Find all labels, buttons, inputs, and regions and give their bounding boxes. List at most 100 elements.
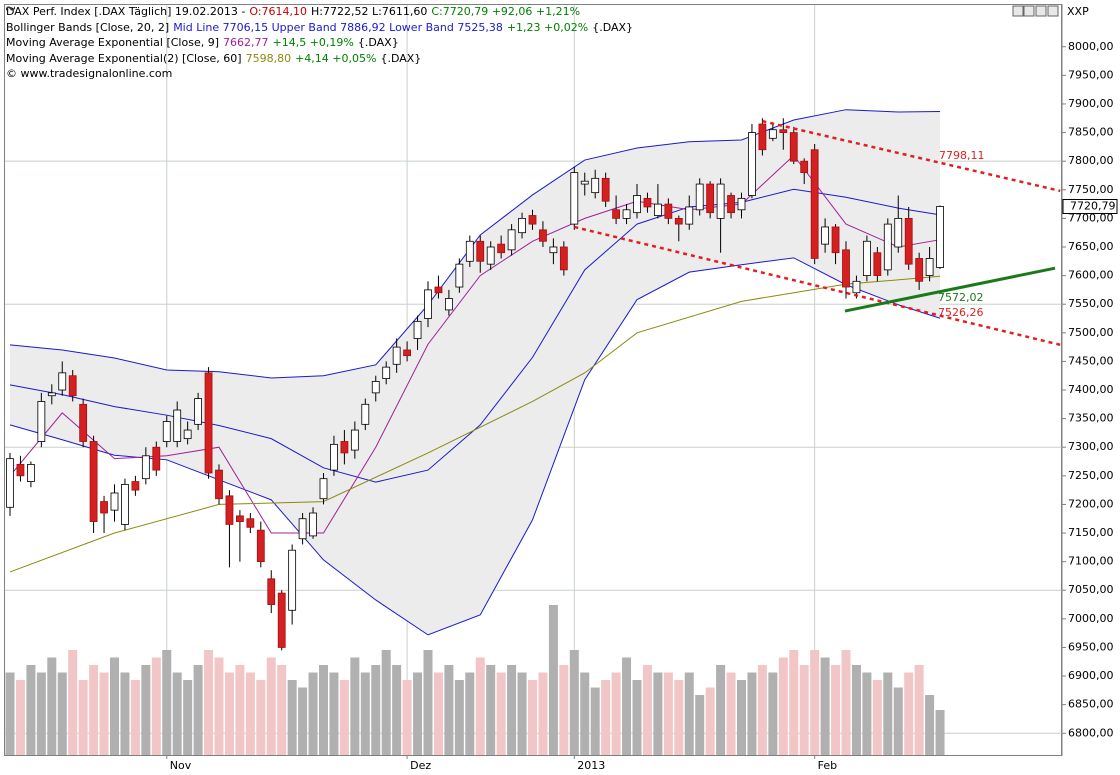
legend-text: H:7722,52 L:7611,60 — [311, 5, 428, 18]
volume-bar — [904, 672, 914, 755]
y-tick-label: 7350,00 — [1068, 412, 1114, 425]
volume-bar — [15, 680, 25, 755]
candle-body — [800, 160, 809, 174]
legend-icon — [6, 6, 15, 11]
volume-bar — [423, 650, 433, 755]
candle-body — [695, 183, 704, 211]
candle-body — [706, 183, 715, 214]
candle-body — [382, 366, 391, 379]
candle-body — [371, 381, 380, 394]
button[interactable] — [1035, 5, 1047, 17]
candle-body — [131, 481, 140, 491]
volume-bar — [99, 672, 109, 755]
corner-label: XXP — [1067, 5, 1089, 18]
candle-body — [779, 129, 788, 133]
volume-bar — [224, 672, 234, 755]
candle-body — [883, 223, 892, 271]
legend-text: {.DAX} — [380, 51, 422, 65]
volume-bar — [820, 657, 830, 755]
legend-line: DAX Perf. Index [.DAX Täglich] 19.02.201… — [6, 4, 637, 20]
y-tick-label: 7000,00 — [1068, 612, 1114, 625]
legend-text: +1,23 +0,02% — [506, 20, 589, 34]
window-buttons[interactable] — [1012, 5, 1059, 17]
candle-body — [319, 478, 328, 500]
legend-text: 7598,80 — [245, 51, 292, 65]
candle-body — [309, 512, 317, 537]
candle-body — [486, 246, 495, 265]
volume-bar — [590, 687, 600, 755]
volume-bar — [716, 665, 726, 755]
candle-body — [685, 206, 694, 225]
legend-text: © www.tradesignalonline.com — [6, 67, 173, 80]
candle-body — [47, 392, 56, 397]
candle-body — [204, 372, 213, 474]
price-tag — [1062, 198, 1118, 214]
legend-text: +14,5 +0,19% — [272, 36, 354, 49]
candle-body — [183, 429, 192, 440]
candle-body — [643, 197, 652, 208]
volume-bar — [872, 680, 882, 755]
x-tick-label: Nov — [170, 759, 192, 772]
button[interactable] — [1047, 5, 1059, 17]
volume-bar — [287, 680, 297, 755]
y-tick-label: 7050,00 — [1068, 583, 1114, 596]
volume-bar — [768, 672, 778, 755]
volume-bar — [747, 672, 757, 755]
button[interactable] — [1023, 5, 1035, 17]
legend-text: 7662,77 — [223, 36, 269, 49]
candle-body — [559, 246, 568, 271]
candle-body — [89, 441, 98, 522]
volume-bar — [507, 665, 517, 755]
volume-bar — [799, 665, 809, 755]
candle-body — [789, 132, 798, 162]
volume-bar — [89, 665, 99, 755]
volume-bar — [319, 665, 328, 755]
candle-body — [225, 495, 234, 525]
candle-body — [768, 129, 777, 139]
button[interactable] — [1012, 5, 1024, 17]
x-tick-label: Dez — [410, 759, 431, 772]
volume-bar — [548, 605, 558, 755]
volume-bar — [172, 672, 182, 755]
candle-body — [904, 217, 913, 265]
volume-bar — [57, 672, 67, 755]
candle-body — [758, 123, 767, 151]
trendline — [762, 119, 1061, 193]
candle-body — [110, 492, 119, 511]
y-tick-label: 7650,00 — [1068, 240, 1114, 253]
volume-bar — [925, 695, 935, 755]
volume-bar — [475, 657, 485, 755]
band-fill — [10, 109, 941, 635]
volume-bar — [413, 672, 423, 755]
candle-body — [716, 183, 725, 219]
volume-bar — [298, 687, 308, 755]
candle-body — [591, 177, 600, 194]
price-tag-label: 7720,79 — [1070, 199, 1116, 212]
volume-bar — [642, 665, 652, 755]
legend-line: Moving Average Exponential(2) [Close, 60… — [6, 6, 637, 67]
candle-body — [194, 398, 203, 425]
volume-bar — [893, 687, 903, 755]
volume-bar — [622, 657, 632, 755]
volume-bar — [68, 650, 78, 755]
y-tick-label: 7700,00 — [1068, 211, 1114, 224]
candle-body — [235, 515, 244, 522]
volume-bar — [684, 672, 694, 755]
legend-text: {.DAX} — [592, 20, 634, 34]
volume-bar — [757, 665, 767, 755]
indicator-line — [9, 275, 941, 573]
volume-bar — [810, 650, 820, 755]
volume-bar — [120, 672, 130, 755]
candle-body — [863, 240, 871, 276]
candle-body — [121, 484, 129, 525]
legend-line: Moving Average Exponential [Close, 9] 766… — [6, 6, 637, 51]
candle-body — [622, 209, 631, 219]
candle-body — [288, 549, 297, 611]
y-tick-label: 6850,00 — [1068, 698, 1114, 711]
volume-bar — [266, 657, 276, 755]
candle-body — [831, 226, 840, 254]
y-tick-label: 6900,00 — [1068, 669, 1114, 682]
volume-bar — [611, 672, 621, 755]
legend-text: Bollinger Bands [Close, 20, 2] — [6, 20, 170, 34]
legend-text: DAX Perf. Index [.DAX Täglich] 19.02.201… — [6, 5, 246, 18]
